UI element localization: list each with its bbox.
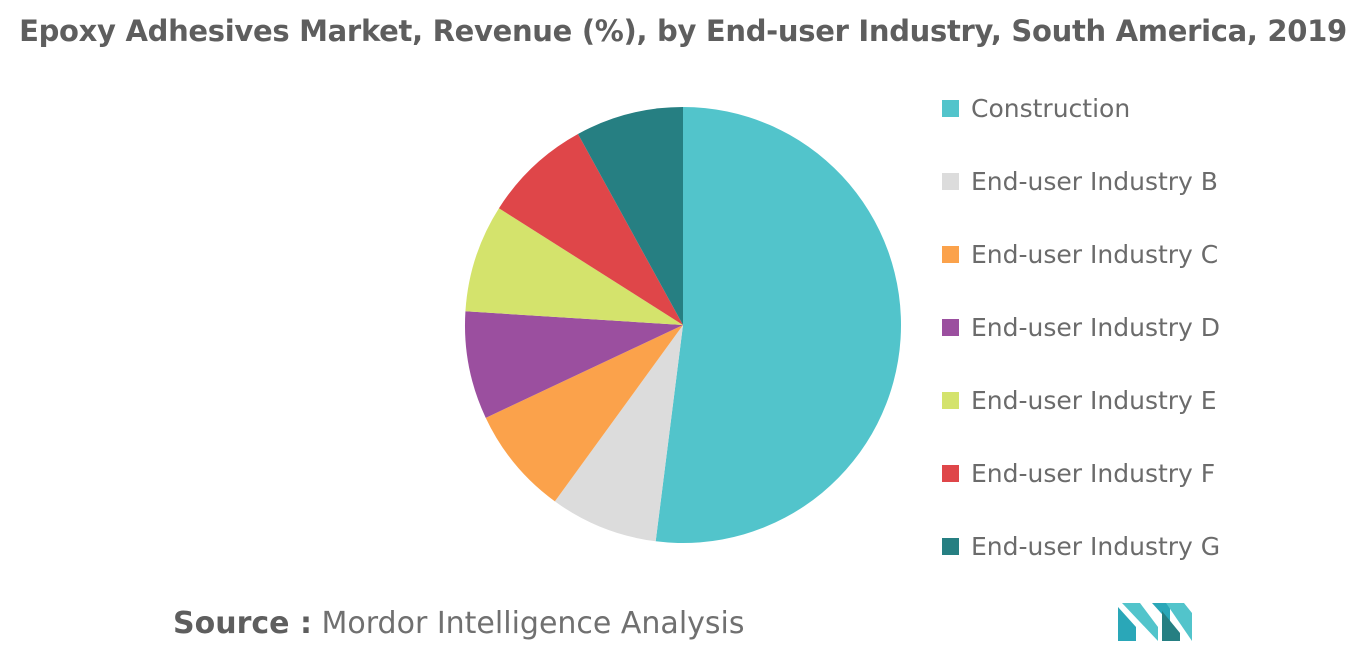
pie-chart	[465, 107, 902, 543]
pie-slice-construction	[655, 107, 902, 543]
legend-label: End-user Industry F	[971, 458, 1216, 488]
legend-label: Construction	[971, 93, 1131, 123]
pie-slice-end-user-industry-d	[465, 311, 683, 418]
legend-swatch	[942, 99, 959, 117]
legend-item: End-user Industry C	[942, 234, 1218, 274]
source-label: Source :	[173, 606, 312, 641]
legend-label: End-user Industry B	[971, 166, 1218, 196]
chart-title: Epoxy Adhesives Market, Revenue (%), by …	[19, 14, 1347, 48]
legend-label: End-user Industry D	[971, 312, 1221, 342]
legend-item: End-user Industry F	[942, 453, 1215, 493]
source-note: Source : Mordor Intelligence Analysis	[173, 606, 745, 641]
legend-swatch	[942, 464, 959, 482]
legend-item: End-user Industry D	[942, 307, 1220, 347]
pie-slice-end-user-industry-b	[554, 325, 683, 542]
legend-label: End-user Industry G	[971, 531, 1221, 561]
legend-item: End-user Industry B	[942, 161, 1218, 201]
legend-item: End-user Industry G	[942, 526, 1220, 566]
legend-swatch	[942, 172, 959, 190]
legend-swatch	[942, 245, 959, 263]
pie-slice-end-user-industry-f	[498, 133, 683, 325]
legend-swatch	[942, 537, 959, 555]
legend-swatch	[942, 391, 959, 409]
legend-item: Construction	[942, 88, 1130, 128]
legend-swatch	[942, 318, 959, 336]
legend-label: End-user Industry C	[971, 239, 1219, 269]
legend-item: End-user Industry E	[942, 380, 1217, 420]
source-text: Mordor Intelligence Analysis	[321, 606, 745, 641]
mordor-intelligence-logo-icon	[1118, 603, 1192, 641]
pie-slice-end-user-industry-c	[485, 325, 683, 502]
legend-label: End-user Industry E	[971, 385, 1217, 415]
pie-slice-end-user-industry-g	[577, 107, 683, 325]
pie-slice-end-user-industry-e	[465, 208, 683, 325]
